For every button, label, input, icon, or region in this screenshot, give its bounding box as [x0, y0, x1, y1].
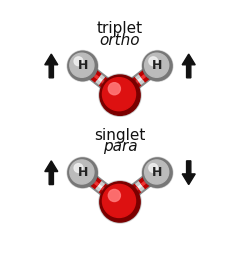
Circle shape: [108, 83, 120, 95]
Text: ortho: ortho: [100, 33, 140, 48]
Circle shape: [70, 53, 94, 77]
Circle shape: [102, 78, 136, 111]
Circle shape: [67, 50, 98, 81]
Circle shape: [68, 158, 97, 188]
Text: para: para: [103, 140, 137, 154]
Circle shape: [142, 157, 173, 188]
Circle shape: [100, 182, 140, 222]
Circle shape: [143, 51, 172, 81]
Circle shape: [142, 50, 173, 81]
Circle shape: [68, 51, 97, 81]
Circle shape: [144, 160, 169, 184]
Circle shape: [149, 57, 158, 66]
Text: H: H: [152, 59, 162, 72]
Circle shape: [144, 53, 169, 77]
Circle shape: [143, 158, 172, 188]
Text: H: H: [78, 166, 88, 179]
Text: H: H: [78, 59, 88, 72]
Circle shape: [100, 75, 140, 115]
Circle shape: [99, 181, 141, 223]
Circle shape: [99, 74, 141, 116]
Text: triplet: triplet: [97, 21, 143, 36]
Text: singlet: singlet: [94, 128, 146, 143]
FancyArrow shape: [182, 54, 195, 78]
Text: H: H: [152, 166, 162, 179]
FancyArrow shape: [45, 54, 58, 78]
Circle shape: [74, 57, 83, 66]
Circle shape: [149, 164, 158, 172]
FancyArrow shape: [45, 161, 58, 185]
Circle shape: [74, 164, 83, 172]
Circle shape: [67, 157, 98, 188]
Circle shape: [102, 184, 136, 217]
FancyArrow shape: [182, 161, 195, 185]
Circle shape: [70, 160, 94, 184]
Circle shape: [108, 189, 120, 202]
